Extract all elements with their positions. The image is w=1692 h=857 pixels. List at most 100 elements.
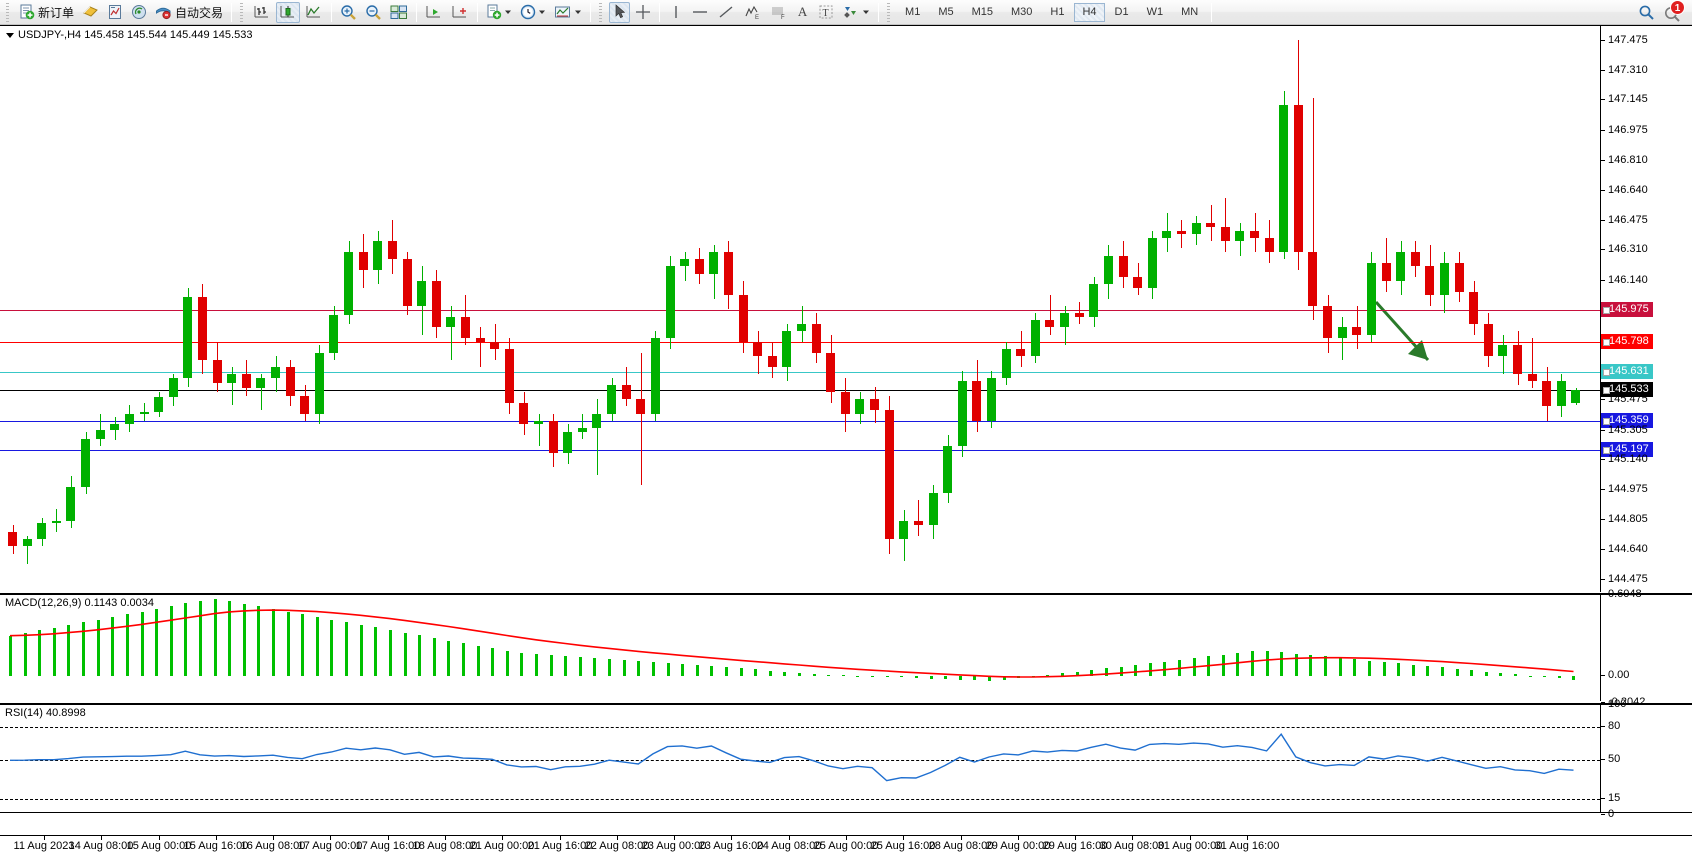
vertical-line-button[interactable]: [665, 2, 686, 23]
timeframe-m30-button[interactable]: M30: [1011, 6, 1033, 18]
price-level-tag-resistance-1[interactable]: 145.798: [1601, 334, 1653, 350]
templates-dropdown-arrow[interactable]: [504, 3, 512, 21]
macd-pane[interactable]: MACD(12,26,9) 0.1143 0.0034 0.6048 0.00 -0…: [0, 588, 1692, 708]
shapes-button[interactable]: [839, 2, 873, 23]
candle-wick: [495, 323, 496, 360]
strategy-tester-button[interactable]: [104, 2, 126, 23]
time-tick-mark: [273, 836, 274, 840]
candle-body: [1089, 284, 1098, 317]
macd-plot-area[interactable]: [0, 595, 1600, 701]
macd-histogram-bar: [608, 658, 611, 676]
candle-body: [797, 323, 806, 332]
market-button[interactable]: 自动交易: [152, 2, 226, 23]
shapes-dropdown-arrow[interactable]: [862, 3, 870, 21]
indicator-list-button[interactable]: [551, 2, 585, 23]
price-level-tag-support-2[interactable]: 145.197: [1601, 441, 1653, 457]
price-level-line-current-price[interactable]: [0, 389, 1600, 391]
price-level-line-pivot-upper[interactable]: [0, 372, 1600, 374]
price-level-tag-current-price[interactable]: 145.533: [1601, 381, 1653, 397]
toolbar-grip[interactable]: [5, 2, 12, 22]
time-tick-mark: [731, 836, 732, 840]
price-level-line-resistance-2[interactable]: [0, 310, 1600, 312]
price-level-line-support-2[interactable]: [0, 449, 1600, 451]
trendline-button[interactable]: [714, 2, 738, 23]
timeframe-toolbar-grip[interactable]: [886, 2, 894, 22]
down-trend-arrow-annotation[interactable]: [1370, 298, 1450, 378]
rsi-pane[interactable]: RSI(14) 40.8998 100 80 50 15 0: [0, 698, 1692, 820]
tick-label: 144.475: [1608, 572, 1648, 585]
time-axis[interactable]: 11 Aug 2023 14 Aug 08:00 15 Aug 00:00 15 Au…: [0, 835, 1692, 857]
timeframe-m5-button[interactable]: M5: [938, 6, 954, 18]
templates-button[interactable]: [483, 2, 515, 23]
drawing-toolbar-grip[interactable]: [598, 2, 606, 22]
timeframe-h1-button[interactable]: H1: [1050, 6, 1065, 18]
timeframe-m1-button[interactable]: M1: [905, 6, 921, 18]
indicator-dropdown-arrow[interactable]: [574, 3, 582, 21]
macd-axis[interactable]: 0.6048 0.00 -0.2042: [1600, 588, 1692, 708]
notifications-button[interactable]: 1: [1660, 0, 1686, 23]
crosshair-icon: [636, 5, 651, 19]
price-level-tag-resistance-2[interactable]: 145.975: [1601, 302, 1653, 318]
macd-signal-line: [9, 609, 1574, 678]
line-chart-button[interactable]: [302, 2, 326, 23]
candle-body: [1119, 255, 1128, 278]
timeframe-d1-button[interactable]: D1: [1114, 6, 1129, 18]
rsi-plot-area[interactable]: [0, 705, 1600, 812]
macd-histogram-bar: [447, 640, 450, 676]
search-button[interactable]: [1635, 2, 1658, 23]
candle-body: [359, 252, 368, 271]
price-level-tag-pivot-upper[interactable]: 145.631: [1601, 364, 1653, 380]
fibonacci-button[interactable]: F: [766, 2, 790, 23]
timeframe-w1-button[interactable]: W1: [1146, 6, 1164, 18]
price-level-tag-support-1[interactable]: 145.359: [1601, 412, 1653, 428]
timeframe-m15-button[interactable]: M15: [971, 6, 993, 18]
price-axis[interactable]: 147.475 147.310 147.145 146.975 146.810 146.6…: [1600, 26, 1692, 592]
bar-chart-button[interactable]: [250, 2, 274, 23]
elliott-wave-button[interactable]: E: [740, 2, 764, 23]
time-tick-mark: [846, 836, 847, 840]
time-tick-mark: [502, 836, 503, 840]
price-plot-area[interactable]: [0, 26, 1600, 592]
new-order-button[interactable]: 新订单: [16, 2, 77, 23]
candle-body: [1484, 323, 1493, 357]
chart-symbol-header: USDJPY-,H4 145.458 145.544 145.449 145.5…: [6, 29, 252, 41]
time-tick-mark: [674, 836, 675, 840]
tick-mark: [1601, 814, 1605, 815]
chart-menu-caret-icon[interactable]: [6, 32, 14, 38]
zoom-out-button[interactable]: [362, 2, 385, 23]
candle-body: [286, 366, 295, 396]
periods-dropdown-arrow[interactable]: [538, 3, 546, 21]
signals-button[interactable]: [128, 2, 150, 23]
macd-histogram-bar: [1134, 664, 1137, 676]
price-level-line-support-1[interactable]: [0, 420, 1600, 422]
periods-button[interactable]: [517, 2, 549, 23]
candle-wick: [56, 508, 57, 532]
candle-wick: [1050, 295, 1051, 335]
timeframe-mn-button[interactable]: MN: [1181, 6, 1199, 18]
zoom-in-button[interactable]: [337, 2, 360, 23]
tick-mark: [1601, 69, 1605, 71]
price-pane[interactable]: 147.475 147.310 147.145 146.975 146.810 146.6…: [0, 25, 1692, 592]
crosshair-button[interactable]: [632, 2, 654, 23]
templates-icon: [487, 4, 502, 20]
tile-windows-button[interactable]: [387, 2, 411, 23]
macd-histogram-bar: [1105, 668, 1108, 676]
shift-end-button[interactable]: [422, 2, 446, 23]
macd-histogram-bar: [389, 630, 392, 676]
macd-histogram-bar: [900, 675, 903, 678]
indicators-button[interactable]: [79, 2, 102, 23]
chart-toolbar-grip[interactable]: [239, 2, 247, 22]
chart-window[interactable]: USDJPY-,H4 145.458 145.544 145.449 145.5…: [0, 25, 1692, 857]
rsi-axis[interactable]: 100 80 50 15 0: [1600, 698, 1692, 820]
text-label-button[interactable]: T: [815, 2, 837, 23]
cursor-button[interactable]: [609, 1, 631, 23]
toolbar-separator-4: [477, 2, 479, 22]
candle-body: [242, 374, 251, 389]
auto-scroll-button[interactable]: [448, 2, 472, 23]
candlestick-chart-button[interactable]: [276, 1, 301, 23]
text-button[interactable]: A: [792, 2, 813, 23]
horizontal-line-button[interactable]: [688, 2, 712, 23]
timeframe-h4-button[interactable]: H4: [1074, 2, 1105, 22]
price-level-line-resistance-1[interactable]: [0, 342, 1600, 344]
